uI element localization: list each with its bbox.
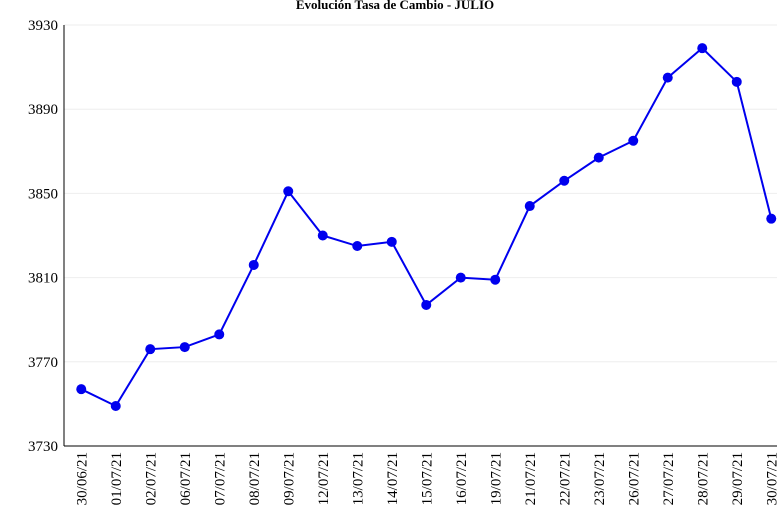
marker (593, 152, 604, 163)
x-tick-label: 14/07/21 (385, 452, 401, 505)
x-tick-label: 30/06/21 (74, 452, 90, 505)
x-tick-label: 12/07/21 (316, 452, 332, 505)
x-tick-label: 08/07/21 (247, 452, 263, 505)
marker (524, 201, 535, 212)
marker (559, 175, 570, 186)
x-tick-label: 21/07/21 (523, 452, 539, 505)
y-tick-label: 3730 (28, 439, 58, 455)
marker (352, 241, 363, 252)
x-tick-label: 30/07/21 (764, 452, 777, 505)
y-tick-label: 3770 (28, 355, 58, 371)
marker (214, 329, 225, 340)
marker (455, 272, 466, 283)
x-tick-label: 29/07/21 (730, 452, 746, 505)
x-tick-label: 22/07/21 (557, 452, 573, 505)
marker (386, 236, 397, 247)
marker (283, 186, 294, 197)
marker (145, 344, 156, 355)
line (80, 46, 773, 408)
marker (76, 384, 87, 395)
y-tick-label: 3890 (28, 102, 58, 118)
y-tick-label: 3930 (28, 18, 58, 34)
marker (490, 274, 501, 285)
marker (317, 230, 328, 241)
x-tick-label: 23/07/21 (592, 452, 608, 505)
marker (766, 213, 777, 224)
x-tick-label: 16/07/21 (454, 452, 470, 505)
marker (697, 43, 708, 54)
marker (628, 135, 639, 146)
marker (731, 76, 742, 87)
marker (248, 259, 259, 270)
x-tick-label: 01/07/21 (109, 452, 125, 505)
x-tick-label: 07/07/21 (212, 452, 228, 505)
y-tick-label: 3810 (28, 271, 58, 287)
chart-title: Evolución Tasa de Cambio - JULIO (296, 0, 494, 12)
x-tick-label: 28/07/21 (695, 452, 711, 505)
x-tick-label: 27/07/21 (661, 452, 677, 505)
x-tick-label: 09/07/21 (281, 452, 297, 505)
y-tick-label: 3850 (28, 186, 58, 202)
x-tick-label: 15/07/21 (419, 452, 435, 505)
x-tick-label: 13/07/21 (350, 452, 366, 505)
marker (421, 299, 432, 310)
x-tick-label: 19/07/21 (488, 452, 504, 505)
x-tick-label: 02/07/21 (143, 452, 159, 505)
x-tick-label: 26/07/21 (626, 452, 642, 505)
marker (179, 342, 190, 353)
marker (662, 72, 673, 83)
x-tick-label: 06/07/21 (178, 452, 194, 505)
marker (110, 401, 121, 412)
